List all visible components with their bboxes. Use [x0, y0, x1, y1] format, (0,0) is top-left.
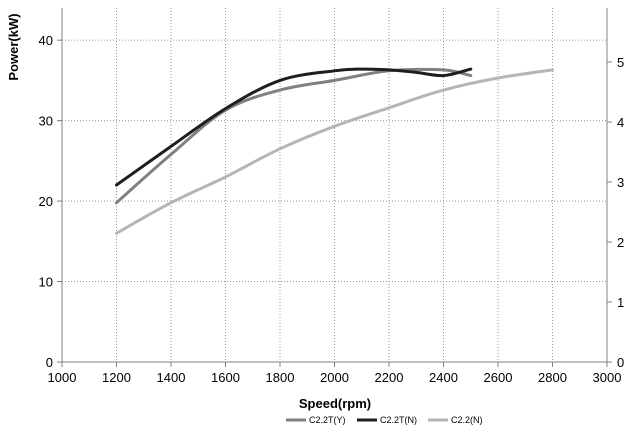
y-tick-label: 40	[39, 33, 53, 48]
x-tick-label: 2400	[429, 370, 458, 385]
x-tick-label: 1600	[211, 370, 240, 385]
y-tick-label: 0	[46, 355, 53, 370]
y2-tick-labels: 0 1 2 3 4 5	[617, 55, 624, 370]
series-line-3	[115, 68, 554, 235]
legend-label-2: C2.2T(N)	[380, 415, 417, 425]
y-tick-label: 20	[39, 194, 53, 209]
legend-label-1: C2.2T(Y)	[309, 415, 346, 425]
x-tick-labels: 1000 1200 1400 1600 1800 2000 2200 2400 2600 2800…	[48, 370, 622, 385]
series-lines	[115, 67, 554, 235]
legend-label-3: C2.2(N)	[451, 415, 483, 425]
series-line-2	[115, 67, 473, 187]
legend: C2.2T(Y) C2.2T(N) C2.2(N)	[286, 415, 483, 425]
y2-tick-label: 2	[617, 235, 624, 250]
y2-tick-label: 0	[617, 355, 624, 370]
y-tick-labels: 0 10 20 30 40	[39, 33, 53, 370]
x-tick-label: 2200	[375, 370, 404, 385]
x-tick-label: 1200	[102, 370, 131, 385]
x-tick-label: 1000	[48, 370, 77, 385]
axes	[57, 8, 612, 367]
x-axis-title: Speed(rpm)	[299, 396, 371, 411]
x-tick-label: 2800	[538, 370, 567, 385]
series-line-1	[115, 67, 473, 205]
x-tick-label: 3000	[593, 370, 622, 385]
grid	[62, 8, 607, 362]
y-tick-label: 30	[39, 114, 53, 129]
y2-tick-label: 5	[617, 55, 624, 70]
y-axis-title: Power(kW)	[6, 13, 21, 80]
x-tick-label: 1800	[266, 370, 295, 385]
y2-tick-label: 4	[617, 115, 624, 130]
x-tick-label: 2000	[320, 370, 349, 385]
y-tick-label: 10	[39, 275, 53, 290]
x-tick-label: 1400	[157, 370, 186, 385]
y2-tick-label: 1	[617, 295, 624, 310]
x-tick-label: 2600	[484, 370, 513, 385]
y2-tick-label: 3	[617, 175, 624, 190]
